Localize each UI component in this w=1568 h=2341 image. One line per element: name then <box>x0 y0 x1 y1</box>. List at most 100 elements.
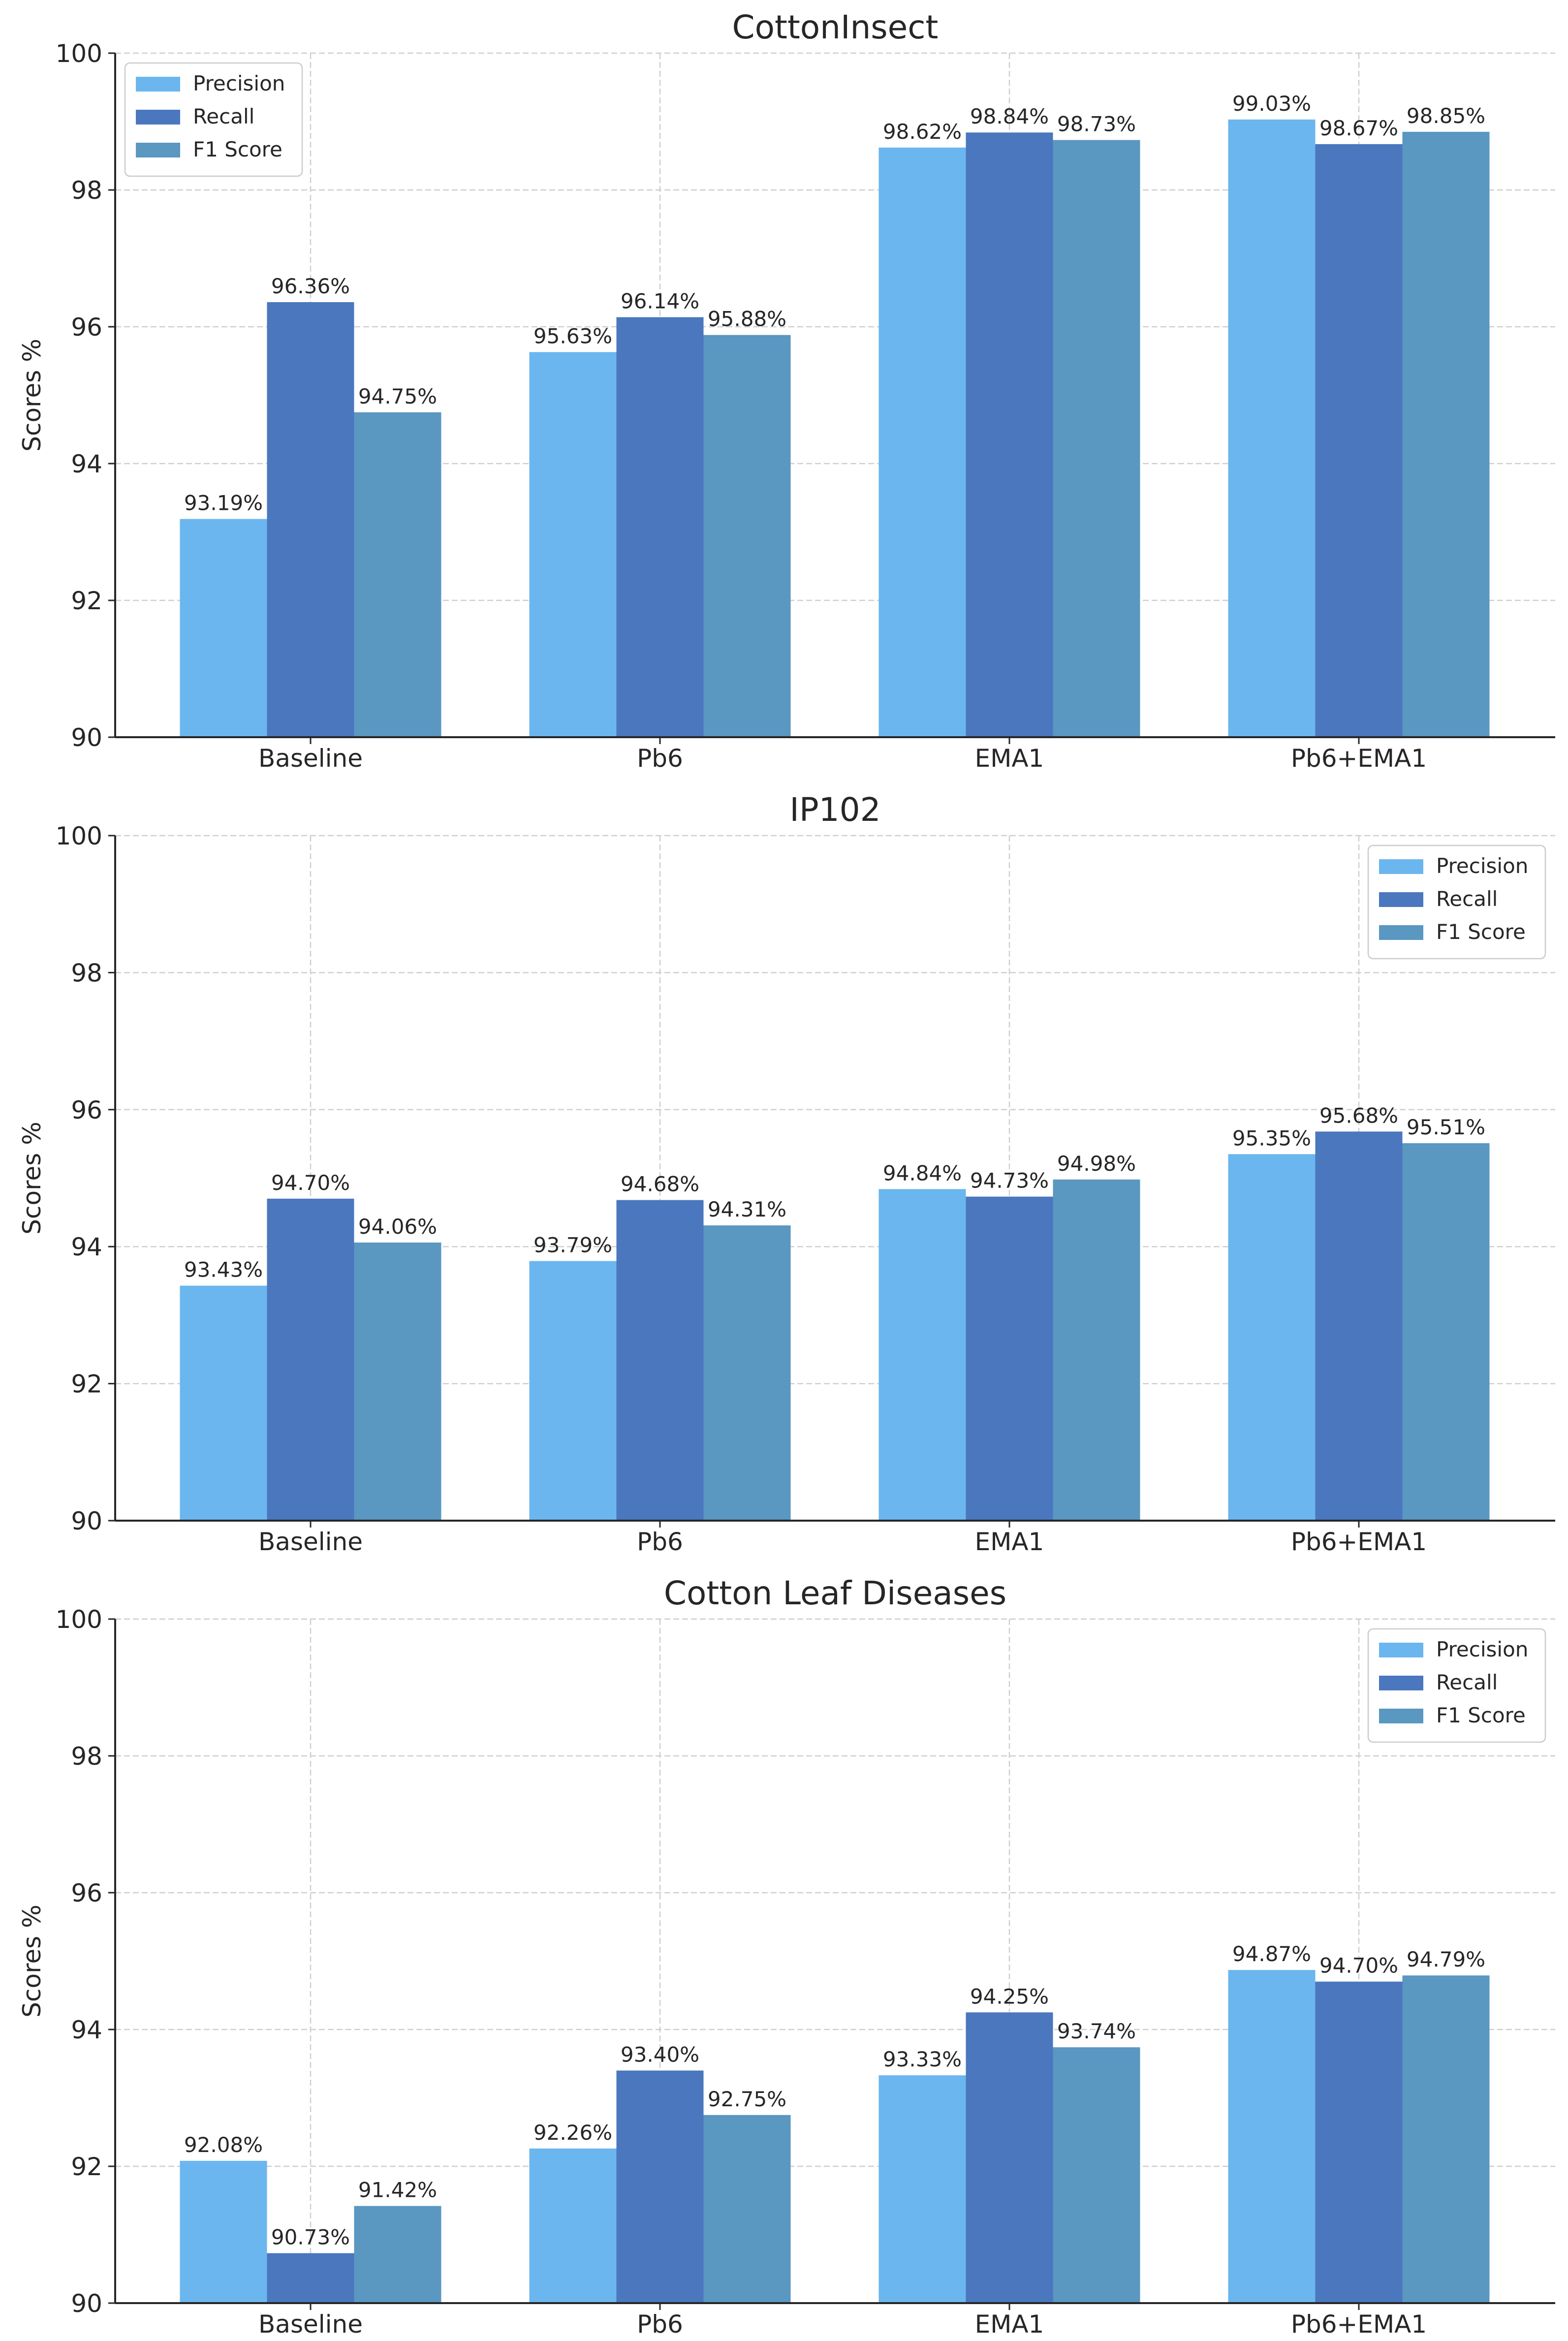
bar-recall-pb6 <box>616 2070 704 2303</box>
data-label: 94.84% <box>883 1161 962 1185</box>
y-tick-label: 98 <box>71 959 102 987</box>
bar-recall-pb6 <box>616 317 704 737</box>
data-label: 93.19% <box>184 491 263 515</box>
data-label: 95.68% <box>1319 1103 1398 1127</box>
y-axis-label: Scores % <box>18 1904 46 2018</box>
bar-recall-ema1 <box>966 2012 1053 2303</box>
bar-f1-score-baseline <box>354 2206 441 2303</box>
bar-f1-score-baseline <box>354 1242 441 1521</box>
y-tick-label: 100 <box>56 1605 102 1634</box>
y-tick-label: 92 <box>71 587 102 615</box>
x-tick-label: Pb6+EMA1 <box>1291 744 1427 773</box>
chart-cottoninsect: 90 92 94 96 98 100 93.19% 95.63% 98.62% 99.03% 96.… <box>18 8 1555 773</box>
data-label: 93.33% <box>883 2047 962 2071</box>
x-tick-label: Baseline <box>258 744 363 773</box>
y-tick-label: 92 <box>71 2153 102 2181</box>
data-label: 94.31% <box>708 1197 786 1221</box>
bar-recall-pb6+ema1 <box>1315 144 1403 737</box>
y-tick-label: 98 <box>71 1742 102 1771</box>
data-label: 94.75% <box>358 384 437 408</box>
bar-f1-score-pb6+ema1 <box>1402 1143 1490 1521</box>
bar-precision-baseline <box>180 1285 267 1521</box>
data-label: 90.73% <box>271 2225 350 2249</box>
legend-label: Recall <box>1436 1670 1498 1694</box>
bar-recall-baseline <box>267 1198 354 1521</box>
bar-precision-pb6+ema1 <box>1228 1154 1316 1521</box>
bar-recall-pb6+ema1 <box>1315 1131 1403 1521</box>
data-label: 94.70% <box>271 1171 350 1195</box>
y-tick-label: 100 <box>56 39 102 68</box>
y-tick-label: 90 <box>71 723 102 752</box>
chart-title: Cotton Leaf Diseases <box>664 1574 1006 1612</box>
bar-f1-score-pb6+ema1 <box>1402 131 1490 738</box>
y-tick-label: 98 <box>71 176 102 205</box>
legend-swatch-precision <box>1379 1643 1423 1657</box>
bar-f1-score-pb6 <box>703 335 791 737</box>
data-label: 95.35% <box>1232 1126 1311 1150</box>
y-tick-label: 94 <box>71 450 102 478</box>
y-tick-label: 100 <box>56 822 102 850</box>
x-tick-label: EMA1 <box>975 1528 1044 1556</box>
y-tick-label: 90 <box>71 2289 102 2318</box>
x-tick-label: EMA1 <box>975 2310 1044 2339</box>
legend-label: F1 Score <box>193 137 282 161</box>
data-label: 94.70% <box>1319 1954 1398 1978</box>
data-label: 98.73% <box>1057 112 1136 136</box>
bar-f1-score-pb6+ema1 <box>1402 1975 1490 2303</box>
bar-precision-pb6 <box>529 1261 617 1521</box>
chart-ip102: 90 92 94 96 98 100 93.43% 93.79% 94.84% 95.35% 94.… <box>18 791 1555 1556</box>
data-label: 94.73% <box>970 1169 1049 1193</box>
bar-f1-score-pb6 <box>703 2115 791 2303</box>
legend-label: Recall <box>193 104 254 128</box>
legend-label: Precision <box>1436 1637 1528 1661</box>
bar-recall-ema1 <box>966 132 1053 737</box>
bar-precision-baseline <box>180 519 267 737</box>
bar-precision-ema1 <box>878 2075 966 2303</box>
bar-precision-ema1 <box>878 1189 966 1521</box>
data-label: 92.08% <box>184 2133 263 2157</box>
bar-f1-score-baseline <box>354 412 441 737</box>
legend-swatch-recall <box>1379 892 1423 907</box>
y-tick-label: 96 <box>71 313 102 342</box>
y-tick-label: 92 <box>71 1370 102 1399</box>
legend-swatch-precision <box>136 77 180 92</box>
legend-label: F1 Score <box>1436 920 1526 944</box>
x-tick-label: Pb6 <box>637 744 683 773</box>
chart-title: IP102 <box>789 791 880 829</box>
x-tick-label: EMA1 <box>975 744 1044 773</box>
y-tick-label: 96 <box>71 1096 102 1124</box>
data-label: 94.68% <box>621 1172 699 1196</box>
bar-precision-pb6+ema1 <box>1228 1970 1316 2303</box>
legend-swatch-precision <box>1379 859 1423 874</box>
legend-label: Precision <box>1436 854 1528 878</box>
legend-label: Precision <box>193 71 285 95</box>
legend-swatch-recall <box>1379 1676 1423 1690</box>
data-label: 92.26% <box>533 2121 612 2145</box>
y-tick-label: 94 <box>71 2016 102 2044</box>
x-tick-label: Pb6+EMA1 <box>1291 1528 1427 1556</box>
legend-swatch-f1-score <box>136 143 180 157</box>
bar-recall-pb6 <box>616 1200 704 1521</box>
bar-f1-score-ema1 <box>1053 140 1140 737</box>
bar-precision-pb6 <box>529 352 617 737</box>
data-label: 91.42% <box>358 2178 437 2202</box>
y-tick-label: 94 <box>71 1233 102 1261</box>
x-tick-label: Baseline <box>258 1528 363 1556</box>
legend-swatch-f1-score <box>1379 1709 1423 1723</box>
y-axis-label: Scores % <box>18 1122 46 1235</box>
bar-f1-score-pb6 <box>703 1225 791 1521</box>
chart-title: CottonInsect <box>732 8 939 46</box>
x-tick-label: Pb6 <box>637 1528 683 1556</box>
bar-precision-ema1 <box>878 147 966 737</box>
bar-precision-pb6 <box>529 2148 617 2303</box>
y-axis-label: Scores % <box>18 339 46 452</box>
legend: Precision Recall F1 Score <box>124 62 303 177</box>
legend-label: F1 Score <box>1436 1703 1526 1727</box>
bar-f1-score-ema1 <box>1053 1179 1140 1521</box>
x-tick-label: Baseline <box>258 2310 363 2339</box>
legend: Precision Recall F1 Score <box>1367 1628 1546 1743</box>
y-tick-label: 90 <box>71 1507 102 1535</box>
data-label: 96.14% <box>621 289 699 313</box>
bar-precision-pb6+ema1 <box>1228 119 1316 738</box>
